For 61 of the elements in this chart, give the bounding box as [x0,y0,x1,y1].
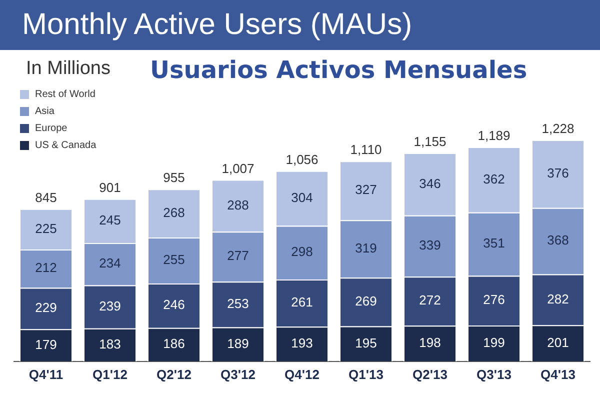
data-label: 277 [227,248,249,264]
total-label: 1,110 [350,142,382,158]
total-label: 1,056 [286,152,318,167]
data-label: 276 [483,292,505,308]
data-label: 212 [35,260,57,276]
data-label: 351 [483,236,505,251]
data-label: 269 [355,294,377,309]
legend-label: Rest of World [35,89,96,100]
data-label: 255 [163,252,185,268]
data-label: 234 [99,256,121,271]
data-label: 304 [291,190,313,205]
data-label: 199 [483,335,505,350]
data-label: 319 [355,240,377,256]
legend-label: US & Canada [35,140,96,151]
chart-subtitle: In Millions [26,58,110,80]
data-label: 245 [99,212,121,228]
text: Usuarios Activos Mensuales [150,56,528,84]
x-tick-label: Q4'11 [28,366,64,382]
total-label: 1,007 [222,160,254,176]
data-label: 376 [547,166,569,180]
data-label: 195 [355,335,377,350]
x-tick-label: Q4'12 [284,366,320,382]
data-label: 339 [419,238,441,253]
data-label: 179 [35,336,57,352]
x-tick-label: Q1'12 [92,366,128,382]
total-label: 1,155 [414,134,446,150]
data-label: 253 [227,296,249,312]
x-tick-label: Q2'13 [412,366,448,382]
total-label: 1,189 [478,128,510,144]
data-label: 201 [547,334,569,350]
x-tick-label: Q4'13 [540,366,576,382]
data-label: 246 [163,297,185,312]
data-label: 198 [419,335,441,350]
x-tick-label: Q2'12 [156,366,192,382]
data-label: 261 [291,294,313,310]
x-tick-label: Q3'13 [476,366,512,382]
data-label: 183 [99,336,121,352]
total-label: 845 [35,190,57,206]
chart-title: Monthly Active Users (MAUs) [0,0,600,50]
data-label: 346 [419,176,441,191]
legend-label: Asia [35,106,54,117]
data-label: 225 [35,220,57,236]
data-label: 327 [355,182,377,198]
data-label: 193 [291,336,313,351]
data-label: 362 [483,171,505,186]
data-label: 298 [291,244,313,260]
legend-label: Europe [35,123,68,134]
total-label: 955 [163,170,185,186]
data-label: 272 [419,292,441,308]
total-label: 901 [99,180,121,195]
data-label: 229 [35,300,57,316]
x-tick-label: Q3'12 [220,366,256,382]
data-label: 288 [227,197,249,212]
data-label: 186 [163,336,185,352]
data-label: 368 [547,232,569,248]
data-label: 268 [163,204,185,220]
data-label: 282 [547,291,569,306]
data-label: 239 [99,298,121,314]
data-label: 189 [227,336,249,351]
x-tick-label: Q1'13 [348,366,384,382]
total-label: 1,228 [542,121,574,136]
